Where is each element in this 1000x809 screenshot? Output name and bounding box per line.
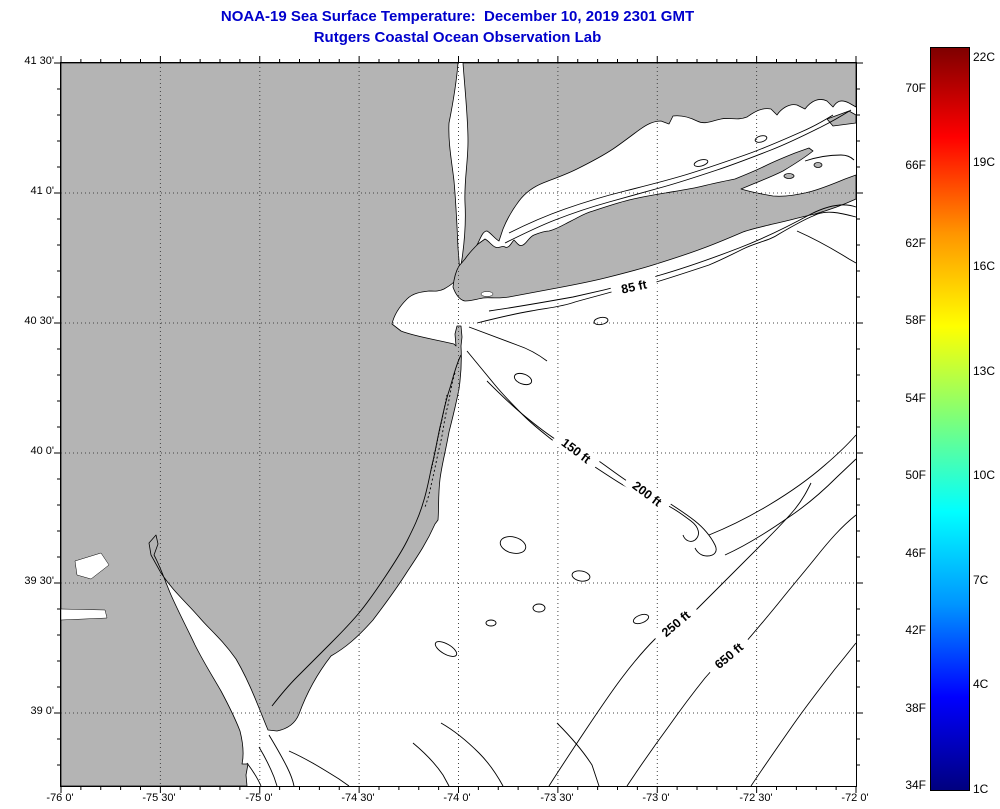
y-axis-label: 41 30' [24, 55, 54, 67]
colorbar-c-label: 1C [973, 782, 989, 796]
x-axis-label: -73 0' [642, 792, 670, 804]
axis-ticks [54, 56, 863, 793]
inland-water-layer [60, 291, 494, 621]
land-long-island [452, 147, 857, 302]
colorbar-c-label: 22C [973, 50, 996, 64]
x-axis-label: -74 0' [443, 792, 471, 804]
colorbar-c-label: 10C [973, 468, 996, 482]
colorbar-c-label: 19C [973, 155, 996, 169]
colorbar-f-label: 50F [905, 468, 926, 482]
colorbar-f-label: 58F [905, 313, 926, 327]
depth-label-bg [551, 428, 602, 472]
depth-label: 85 ft [620, 277, 649, 296]
y-axis-label: 39 30' [24, 575, 54, 587]
colorbar-f-label: 66F [905, 158, 926, 172]
land-fishers-island [826, 110, 857, 127]
y-axis-label: 41 0' [30, 185, 54, 197]
x-axis-label: -72 0' [841, 792, 869, 804]
bathymetry-contours [246, 109, 857, 787]
map-plot-area: 85 ft 150 ft 200 ft 250 ft 650 ft [54, 56, 863, 793]
x-axis-label: -76 0' [46, 792, 74, 804]
colorbar-f-label: 70F [905, 81, 926, 95]
figure-title: NOAA-19 Sea Surface Temperature: Decembe… [220, 8, 695, 25]
colorbar-c-label: 7C [973, 573, 989, 587]
depth-label-bg [704, 633, 753, 678]
depth-label-bg [609, 273, 658, 299]
colorbar-f-label: 38F [905, 701, 926, 715]
water-upper-chesapeake [74, 552, 110, 580]
x-axis-label: -75 30' [142, 792, 176, 804]
depth-label-bg [622, 471, 673, 515]
x-axis-label: -72 30' [739, 792, 773, 804]
land-gardiners-island [813, 162, 823, 168]
colorbar-f-label: 62F [905, 236, 926, 250]
figure-subtitle: Rutgers Coastal Ocean Observation Lab [313, 29, 602, 46]
x-axis-label: -75 0' [245, 792, 273, 804]
temperature-colorbar [930, 47, 970, 791]
colorbar-c-label: 13C [973, 364, 996, 378]
x-axis-label: -74 30' [341, 792, 375, 804]
depth-label-bg [651, 601, 700, 646]
y-axis-label: 40 30' [24, 315, 54, 327]
y-axis-label: 40 0' [30, 445, 54, 457]
graticule [61, 63, 856, 786]
y-axis-label: 39 0' [30, 705, 54, 717]
land-mainland-nj-delmarva [60, 62, 463, 787]
colorbar-f-label: 46F [905, 546, 926, 560]
colorbar-f-label: 42F [905, 623, 926, 637]
colorbar-c-label: 4C [973, 677, 989, 691]
land-layer [60, 62, 857, 787]
colorbar-f-label: 34F [905, 778, 926, 792]
map-svg: 85 ft 150 ft 200 ft 250 ft 650 ft [54, 56, 863, 793]
colorbar-f-label: 54F [905, 391, 926, 405]
water-jamaica-bay [480, 291, 494, 297]
land-shelter-island [783, 173, 795, 179]
colorbar-c-label: 16C [973, 259, 996, 273]
water-chesapeake-arm [60, 608, 108, 621]
x-axis-label: -73 30' [540, 792, 574, 804]
